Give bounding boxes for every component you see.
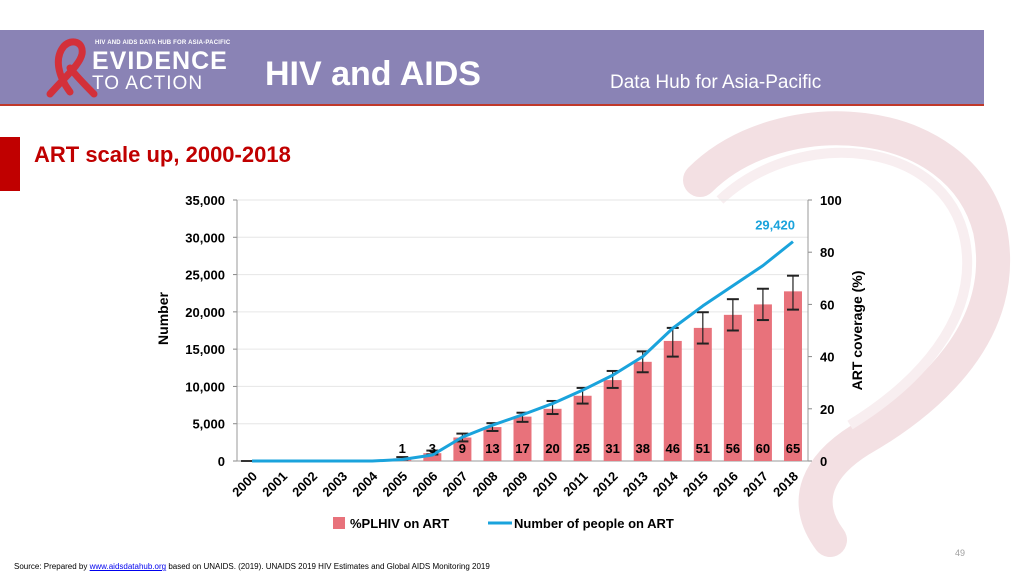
coverage-bar-label: 3 bbox=[429, 441, 436, 456]
header-divider bbox=[0, 104, 984, 106]
source-note: Source: Prepared by www.aidsdatahub.org … bbox=[14, 562, 490, 571]
left-axis-tick-label: 10,000 bbox=[185, 379, 225, 394]
x-axis-tick-label: 2000 bbox=[229, 469, 260, 500]
x-axis-tick-label: 2001 bbox=[259, 469, 290, 500]
coverage-bar-label: 51 bbox=[696, 441, 710, 456]
right-axis-tick-label: 40 bbox=[820, 350, 834, 365]
evidence-to-action-logo: HIV AND AIDS DATA HUB FOR ASIA-PACIFIC E… bbox=[40, 36, 240, 98]
coverage-bar bbox=[753, 304, 772, 461]
coverage-bar-label: 38 bbox=[635, 441, 649, 456]
x-axis-tick-label: 2009 bbox=[500, 469, 531, 500]
legend-swatch-bar bbox=[333, 517, 345, 529]
left-axis-tick-label: 30,000 bbox=[185, 230, 225, 245]
page-number: 49 bbox=[955, 548, 966, 558]
coverage-bar bbox=[483, 427, 502, 461]
coverage-bar-label: 60 bbox=[756, 441, 770, 456]
coverage-bar bbox=[663, 340, 682, 461]
left-axis-tick-label: 35,000 bbox=[185, 193, 225, 208]
coverage-bar-label: 9 bbox=[459, 441, 466, 456]
left-axis-title: Number bbox=[155, 292, 171, 345]
x-axis-tick-label: 2012 bbox=[590, 469, 621, 500]
coverage-bar-label: 17 bbox=[515, 441, 529, 456]
header-subtitle: Data Hub for Asia-Pacific bbox=[610, 72, 822, 93]
x-axis-tick-label: 2017 bbox=[740, 469, 771, 500]
left-axis-tick-label: 25,000 bbox=[185, 268, 225, 283]
x-axis-tick-label: 2013 bbox=[620, 469, 651, 500]
coverage-bar-label: 46 bbox=[666, 441, 680, 456]
coverage-bar-label: 1 bbox=[399, 441, 406, 456]
source-prefix: Source: Prepared by bbox=[14, 562, 88, 571]
header-title: HIV and AIDS bbox=[265, 55, 481, 93]
red-ribbon-icon bbox=[46, 38, 98, 98]
x-axis-tick-label: 2010 bbox=[530, 469, 561, 500]
coverage-bar-label: 25 bbox=[575, 441, 589, 456]
coverage-bar bbox=[693, 327, 712, 461]
x-axis-tick-label: 2008 bbox=[470, 469, 501, 500]
x-axis-tick-label: 2014 bbox=[650, 468, 682, 500]
legend-label-coverage: %PLHIV on ART bbox=[350, 516, 449, 531]
x-axis-tick-label: 2018 bbox=[770, 469, 801, 500]
right-axis-tick-label: 80 bbox=[820, 245, 834, 260]
coverage-bar-label: 31 bbox=[605, 441, 619, 456]
coverage-bar-label: 13 bbox=[485, 441, 499, 456]
coverage-bar bbox=[573, 395, 592, 461]
coverage-bar bbox=[423, 453, 442, 461]
people-on-art-line bbox=[252, 240, 794, 463]
x-axis-tick-label: 2002 bbox=[289, 469, 320, 500]
latest-value-label: 29,420 bbox=[755, 218, 795, 233]
coverage-bar bbox=[603, 380, 622, 461]
x-axis-tick-label: 2007 bbox=[439, 469, 470, 500]
right-axis-tick-label: 20 bbox=[820, 402, 834, 417]
x-axis-tick-label: 2015 bbox=[680, 469, 711, 500]
left-axis-tick-label: 20,000 bbox=[185, 305, 225, 320]
right-axis-tick-label: 100 bbox=[820, 193, 842, 208]
left-axis-tick-label: 5,000 bbox=[192, 417, 225, 432]
header-banner bbox=[0, 30, 984, 104]
logo-line-evidence: EVIDENCE bbox=[92, 47, 228, 75]
right-axis-tick-label: 0 bbox=[820, 454, 827, 469]
coverage-bar bbox=[453, 437, 472, 461]
right-axis-title: ART coverage (%) bbox=[849, 271, 865, 391]
coverage-bar-label: 65 bbox=[786, 441, 800, 456]
source-suffix: based on UNAIDS. (2019). UNAIDS 2019 HIV… bbox=[166, 562, 490, 571]
coverage-bar bbox=[543, 408, 562, 461]
logo-tagline: HIV AND AIDS DATA HUB FOR ASIA-PACIFIC bbox=[95, 40, 231, 46]
coverage-bar-label: 20 bbox=[545, 441, 559, 456]
slide-title: ART scale up, 2000-2018 bbox=[34, 142, 291, 167]
gridlines bbox=[237, 199, 808, 425]
coverage-bar bbox=[241, 460, 264, 462]
coverage-bar-label: 56 bbox=[726, 441, 740, 456]
people-on-art-series bbox=[252, 240, 794, 463]
coverage-bars bbox=[241, 291, 802, 462]
x-axis-tick-label: 2011 bbox=[560, 469, 591, 500]
coverage-bar bbox=[633, 361, 652, 461]
source-link[interactable]: www.aidsdatahub.org bbox=[89, 562, 167, 571]
x-axis-tick-label: 2005 bbox=[379, 469, 410, 500]
error-bars bbox=[396, 274, 799, 461]
left-axis-tick-label: 0 bbox=[218, 454, 225, 469]
title-accent-bar bbox=[0, 137, 20, 191]
x-axis-tick-label: 2006 bbox=[409, 469, 440, 500]
x-axis-tick-label: 2004 bbox=[349, 468, 381, 500]
chart-axes: 0 5,000 10,000 15,000 20,000 25,000 30,000 35,0… bbox=[155, 193, 865, 500]
legend-label-people: Number of people on ART bbox=[514, 516, 674, 531]
x-axis-tick-label: 2016 bbox=[710, 469, 741, 500]
x-axis-tick-label: 2003 bbox=[319, 469, 350, 500]
left-axis-tick-label: 15,000 bbox=[185, 342, 225, 357]
chart-legend: %PLHIV on ART Number of people on ART bbox=[333, 516, 674, 531]
right-axis-tick-label: 60 bbox=[820, 297, 834, 312]
logo-line-to-action: TO ACTION bbox=[92, 73, 204, 94]
coverage-bar bbox=[723, 314, 742, 461]
coverage-bar bbox=[513, 416, 532, 461]
coverage-bar bbox=[783, 291, 802, 461]
